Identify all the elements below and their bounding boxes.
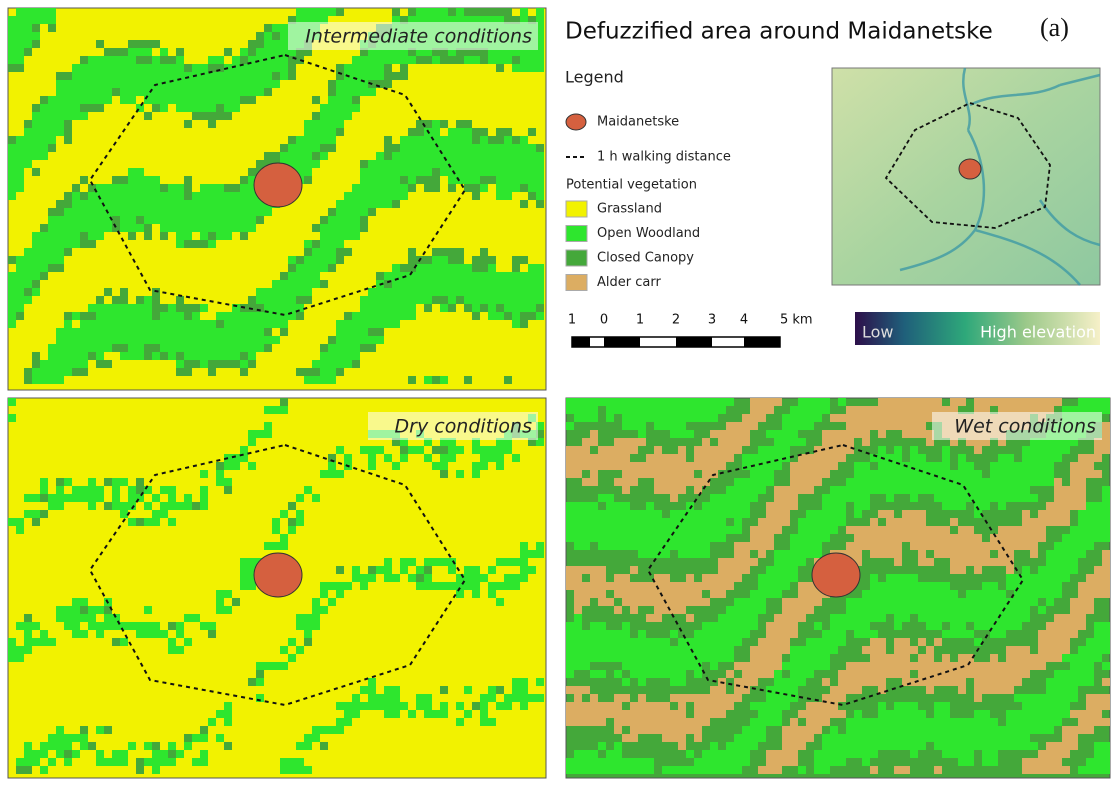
legend-swatch: [565, 249, 588, 267]
scale-label: 2: [672, 313, 680, 328]
legend-swatch: [565, 225, 588, 242]
legend-walking: 1 h walking distance: [597, 150, 731, 165]
panel-label-box: [932, 412, 1102, 440]
scale-label: 1: [636, 313, 644, 328]
legend-site: Maidanetske: [597, 115, 679, 130]
elevation-bar: [855, 312, 1100, 345]
vegetation-cells: [566, 398, 1110, 774]
panel-label-box: [368, 412, 538, 440]
scale-label: 5 km: [780, 313, 813, 328]
inset-site: [958, 158, 982, 180]
panel-label: Wet conditions: [954, 416, 1096, 438]
legend-vegetation-title: Potential vegetation: [566, 178, 697, 193]
walking-area: [646, 443, 1025, 707]
walking-area: [88, 53, 467, 317]
inset-rivers: [899, 67, 1101, 286]
legend-class: Grassland: [597, 202, 662, 217]
scale-label: 3: [708, 313, 716, 328]
elevation-high: High elevation: [980, 323, 1096, 342]
legend-class: Alder carr: [597, 275, 661, 290]
site: [253, 162, 303, 208]
vegetation-cells: [8, 398, 544, 774]
site: [811, 552, 861, 598]
map-panel: Wet conditions: [565, 397, 1111, 779]
elevation-low: Low: [862, 323, 894, 342]
title: Defuzzified area around Maidanetske: [565, 19, 993, 45]
legend-site-symbol: [565, 113, 587, 131]
panel-label: (a): [1040, 13, 1069, 42]
site: [253, 552, 303, 598]
scale-label: 1: [568, 313, 576, 328]
legend-swatch: [565, 274, 588, 291]
legend-title: Legend: [565, 68, 624, 87]
walking-area: [88, 443, 467, 707]
map-panel: Dry conditions: [7, 397, 547, 779]
scale-bar: [571, 336, 781, 348]
panel-label: Dry conditions: [395, 416, 533, 438]
legend-swatch: [565, 200, 588, 218]
legend-class: Closed Canopy: [597, 251, 694, 266]
scale-label: 4: [740, 313, 748, 328]
panel-label: Intermediate conditions: [305, 26, 532, 48]
scale-label: 0: [600, 313, 608, 328]
panel-label-box: [288, 22, 538, 50]
map-panel: Intermediate conditions: [7, 7, 547, 391]
inset-walking-area: [884, 102, 1051, 229]
legend-class: Open Woodland: [597, 226, 700, 241]
